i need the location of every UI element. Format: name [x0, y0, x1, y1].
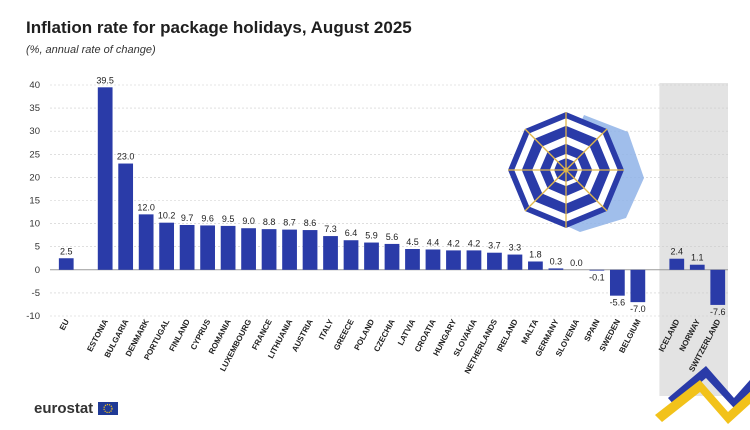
bar-malta	[528, 261, 543, 270]
value-label: 2.5	[60, 246, 73, 256]
bar-switzerland	[710, 269, 726, 305]
bar-estonia	[97, 87, 113, 270]
category-label: MALTA	[520, 318, 541, 346]
bar-croatia	[425, 249, 441, 270]
bar-france	[261, 229, 277, 270]
bar-poland	[364, 242, 379, 270]
category-label: EU	[58, 318, 71, 332]
y-tick-label: 20	[29, 172, 40, 183]
value-label: 10.2	[158, 211, 176, 221]
bar-netherlands	[487, 252, 502, 270]
y-tick-label: 35	[29, 103, 40, 114]
bar-eu	[58, 258, 74, 270]
bar-latvia	[405, 249, 420, 270]
value-label: 2.4	[671, 247, 684, 257]
value-label: 12.0	[137, 202, 155, 212]
value-label: 23.0	[117, 152, 135, 162]
y-tick-label: 5	[35, 242, 40, 253]
bar-germany	[548, 268, 564, 270]
bars	[58, 87, 726, 305]
bar-sweden	[609, 269, 625, 296]
value-label: 9.5	[222, 214, 235, 224]
value-label: 4.5	[406, 237, 419, 247]
value-label: 7.3	[324, 224, 337, 234]
value-label: 5.6	[386, 232, 399, 242]
bar-norway	[689, 264, 705, 270]
beach-umbrella-icon	[508, 112, 644, 232]
y-tick-label: 0	[35, 265, 40, 276]
bar-spain	[589, 269, 605, 271]
corner-ribbon-icon	[655, 366, 750, 424]
value-label: 1.1	[691, 253, 704, 263]
eu-flag-icon	[98, 402, 118, 415]
y-tick-label: -5	[32, 288, 40, 299]
bar-romania	[220, 225, 236, 270]
bar-belgium	[630, 269, 646, 303]
category-label: LATVIA	[396, 318, 417, 347]
category-label: ITALY	[317, 317, 335, 341]
category-labels: EU ESTONIABULGARIADENMARKPORTUGALFINLANDC…	[58, 317, 723, 375]
value-label: 4.2	[447, 238, 460, 248]
category-label: SPAIN	[582, 318, 601, 343]
bar-finland	[179, 224, 195, 270]
value-label: 8.7	[283, 218, 296, 228]
shaded-group-background	[659, 83, 728, 396]
value-label: 6.4	[345, 228, 358, 238]
value-label: 9.7	[181, 213, 194, 223]
bar-hungary	[446, 250, 461, 270]
value-label: 4.4	[427, 237, 440, 247]
category-label: AUSTRIA	[290, 318, 315, 354]
value-label: 39.5	[96, 75, 114, 85]
y-tick-label: 10	[29, 219, 40, 230]
category-label: CZECHIA	[372, 318, 397, 354]
eurostat-logo: eurostat	[34, 400, 94, 417]
value-labels: 2.5 39.5 23.0 12.010.2 9.7 9.6 9.5 9.0 8.8 8.7 8.6…	[60, 75, 726, 317]
y-tick-label: -10	[26, 311, 40, 322]
value-label: 3.3	[509, 243, 522, 253]
value-label: 9.0	[242, 216, 255, 226]
bar-slovakia	[466, 250, 482, 270]
bar-denmark	[138, 214, 154, 270]
y-tick-label: 40	[29, 80, 40, 91]
bar-bulgaria	[118, 163, 134, 270]
bar-austria	[302, 230, 318, 270]
value-label: 8.8	[263, 217, 276, 227]
y-tick-label: 15	[29, 196, 40, 207]
bar-lithuania	[282, 229, 297, 270]
category-label: IRELAND	[495, 318, 520, 354]
y-tick-label: 25	[29, 149, 40, 160]
value-label: -0.1	[589, 272, 605, 282]
value-label: 1.8	[529, 249, 542, 259]
bar-greece	[343, 240, 359, 270]
chart-title: Inflation rate for package holidays, Aug…	[26, 18, 412, 37]
bar-italy	[323, 236, 338, 270]
value-label: 8.6	[304, 218, 317, 228]
bar-ireland	[507, 254, 523, 270]
value-label: 0.3	[550, 256, 563, 266]
value-label: 5.9	[365, 231, 378, 241]
value-label: -7.0	[630, 304, 646, 314]
value-label: -5.6	[610, 298, 626, 308]
bar-luxembourg	[241, 228, 256, 270]
y-tick-label: 30	[29, 126, 40, 137]
chart-subtitle: (%, annual rate of change)	[26, 44, 156, 56]
chart-background	[659, 83, 728, 396]
bar-cyprus	[200, 225, 215, 270]
value-label: 3.7	[488, 241, 501, 251]
bar-portugal	[159, 222, 175, 270]
value-label: 4.2	[468, 238, 481, 248]
value-label: 0.0	[570, 258, 583, 268]
value-label: -7.6	[710, 307, 726, 317]
bar-czechia	[384, 243, 400, 270]
bar-iceland	[669, 258, 685, 270]
value-label: 9.6	[201, 213, 214, 223]
